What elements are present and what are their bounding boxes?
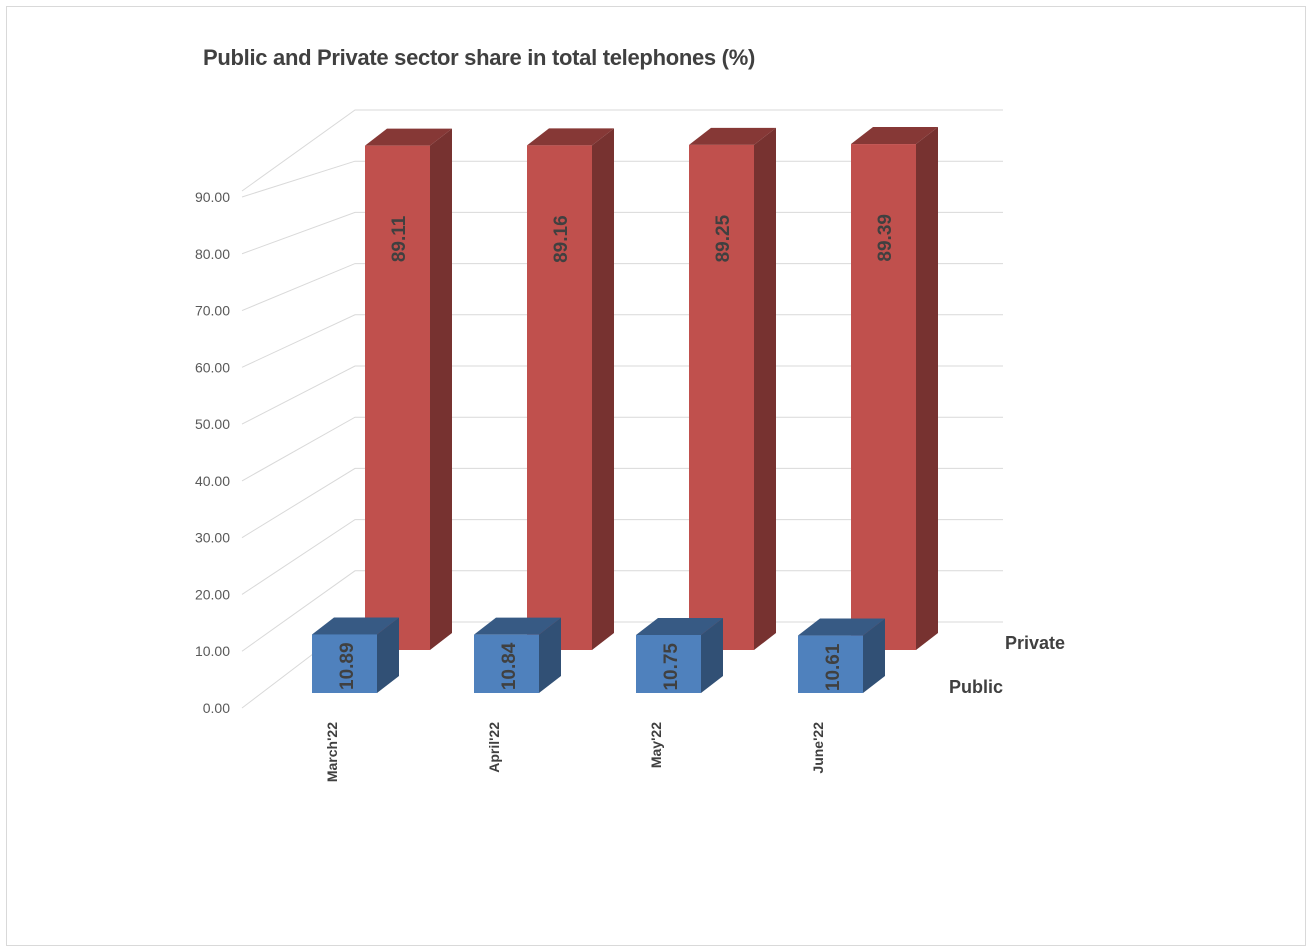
- private-bar-side: [592, 128, 614, 651]
- y-tick-label: 80.00: [195, 246, 230, 262]
- private-bar: [365, 145, 430, 651]
- gridline: [241, 314, 1003, 368]
- private-data-label: 89.25: [713, 214, 734, 262]
- public-data-label: 10.89: [337, 642, 358, 690]
- public-bar: [798, 635, 863, 693]
- y-tick-label: 90.00: [195, 189, 230, 205]
- private-bar-side: [754, 127, 776, 651]
- y-tick-label: 10.00: [195, 643, 230, 659]
- gridline: [241, 109, 1003, 192]
- chart-title: Public and Private sector share in total…: [203, 45, 755, 70]
- gridline: [241, 263, 1003, 312]
- public-bar: [474, 634, 539, 693]
- private-bar-side: [916, 127, 938, 650]
- gridline: [241, 519, 1003, 595]
- private-bar-top: [851, 127, 938, 145]
- gridline: [241, 570, 1003, 652]
- public-bar-side: [539, 617, 561, 693]
- y-tick-label: 50.00: [195, 416, 230, 432]
- public-bar-top: [798, 618, 885, 636]
- private-bar-top: [689, 127, 776, 145]
- gridline: [241, 416, 1003, 482]
- gridline: [241, 211, 1003, 255]
- gridline: [241, 160, 1003, 198]
- public-bar-top: [636, 618, 723, 635]
- y-tick-label: 30.00: [195, 530, 230, 546]
- y-tick-label: 70.00: [195, 303, 230, 319]
- private-bar-top: [365, 128, 452, 146]
- chart-frame: Public and Private sector share in total…: [6, 6, 1306, 946]
- public-data-label: 10.84: [499, 642, 520, 690]
- x-category-label: May'22: [648, 722, 664, 768]
- y-tick-label: 40.00: [195, 473, 230, 489]
- public-bar: [312, 634, 377, 693]
- x-category-label: June'22: [810, 722, 826, 774]
- public-bar-side: [377, 617, 399, 693]
- series-label-private: Private: [1005, 633, 1065, 653]
- public-bar-side: [863, 618, 885, 693]
- private-data-label: 89.11: [389, 215, 410, 262]
- x-category-label: March'22: [324, 722, 340, 782]
- public-bar-top: [474, 617, 561, 635]
- private-bar-side: [430, 128, 452, 651]
- x-category-label: April'22: [486, 722, 502, 773]
- gridline: [241, 365, 1003, 425]
- y-tick-label: 0.00: [203, 700, 230, 716]
- y-tick-label: 60.00: [195, 359, 230, 375]
- public-data-label: 10.75: [661, 643, 682, 691]
- private-bar-top: [527, 128, 614, 146]
- public-data-label: 10.61: [823, 643, 844, 691]
- private-data-label: 89.16: [551, 215, 572, 263]
- private-bar: [851, 144, 916, 650]
- private-data-label: 89.39: [875, 214, 896, 262]
- series-label-public: Public: [949, 677, 1003, 697]
- y-tick-label: 20.00: [195, 586, 230, 602]
- private-bar: [689, 144, 754, 650]
- private-bar: [527, 145, 592, 650]
- public-bar-top: [312, 617, 399, 635]
- public-bar: [636, 635, 701, 693]
- gridline: [241, 467, 1003, 539]
- public-bar-side: [701, 618, 723, 693]
